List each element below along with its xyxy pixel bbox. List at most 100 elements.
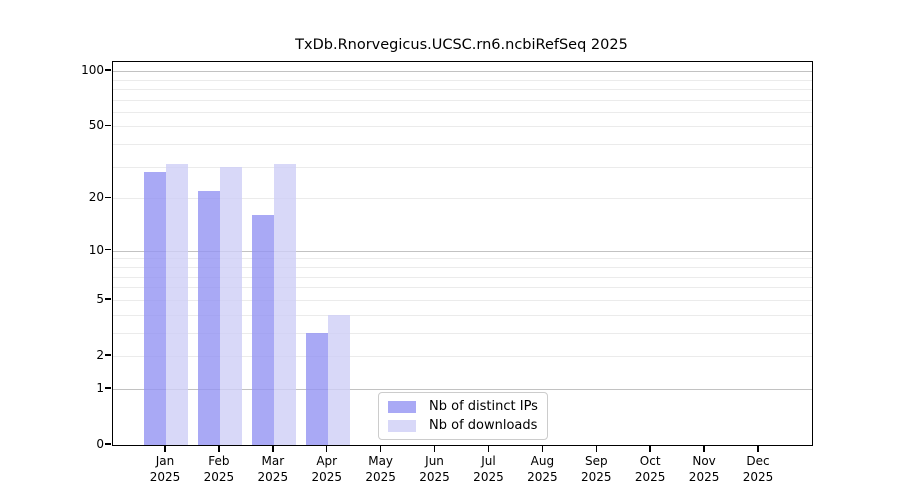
x-tick-mark <box>595 445 598 452</box>
x-tick-year: 2025 <box>257 470 289 484</box>
y-tick-mark <box>104 354 111 356</box>
legend-swatch-distinct-ips <box>388 400 416 413</box>
minor-gridline <box>113 276 812 278</box>
y-tick-label: 20 <box>88 190 104 205</box>
x-tick-mark <box>379 445 382 452</box>
x-tick-label: Feb 2025 <box>204 453 235 485</box>
minor-gridline <box>113 332 812 334</box>
bar-distinct-ips-feb <box>197 190 220 445</box>
x-tick-label: Oct 2025 <box>635 453 666 485</box>
minor-gridline <box>113 198 812 200</box>
y-tick-mark <box>104 248 111 251</box>
x-tick-month: Jan <box>155 454 175 468</box>
x-tick-month: Nov <box>692 454 716 468</box>
x-tick-label: Dec 2025 <box>743 453 774 485</box>
x-tick-label: Nov 2025 <box>689 453 720 485</box>
y-tick-mark <box>104 298 111 300</box>
x-tick-mark <box>703 445 705 452</box>
x-tick-month: Feb <box>208 454 230 468</box>
legend-entry-downloads: Nb of downloads <box>388 418 538 433</box>
x-tick-mark <box>487 445 490 452</box>
legend-entry-distinct-ips: Nb of distinct IPs <box>388 399 538 414</box>
x-tick-label: May 2025 <box>365 453 396 485</box>
y-tick-mark <box>104 387 111 389</box>
minor-gridline <box>113 299 812 301</box>
minor-gridline <box>113 144 812 146</box>
legend-label-distinct-ips: Nb of distinct IPs <box>429 399 538 414</box>
y-tick-label: 10 <box>88 242 104 257</box>
y-tick-label: 2 <box>96 347 104 362</box>
minor-gridline <box>113 126 812 128</box>
x-tick-year: 2025 <box>688 470 720 484</box>
x-tick-label: Mar 2025 <box>258 453 289 485</box>
minor-gridline <box>113 88 812 90</box>
x-tick-label: Jun 2025 <box>419 453 450 485</box>
legend-swatch-downloads <box>388 419 416 432</box>
plot-area: Nb of distinct IPs Nb of downloads <box>112 61 813 446</box>
x-tick-year: 2025 <box>580 470 612 484</box>
legend-label-downloads: Nb of downloads <box>429 418 538 433</box>
x-tick-mark <box>757 445 759 452</box>
x-tick-mark <box>272 445 274 452</box>
bar-distinct-ips-apr <box>305 332 328 445</box>
bar-downloads-mar <box>273 164 296 445</box>
y-tick-label: 0 <box>96 437 104 451</box>
x-tick-year: 2025 <box>311 470 342 484</box>
minor-gridline <box>113 258 812 260</box>
minor-gridline <box>113 99 812 101</box>
x-tick-year: 2025 <box>742 470 774 484</box>
x-tick-month: Oct <box>639 454 661 468</box>
bar-downloads-apr <box>327 314 350 445</box>
major-gridline <box>113 250 812 252</box>
x-tick-label: Apr 2025 <box>311 453 342 485</box>
minor-gridline <box>113 111 812 113</box>
x-tick-label: Aug 2025 <box>527 453 558 485</box>
y-tick-label: 1 <box>96 380 104 395</box>
minor-gridline <box>113 287 812 289</box>
major-gridline <box>113 71 812 73</box>
x-tick-year: 2025 <box>634 470 666 484</box>
y-tick-mark <box>104 69 111 71</box>
x-tick-year: 2025 <box>473 470 504 484</box>
y-tick-label: 50 <box>88 118 104 133</box>
x-tick-mark <box>218 445 220 452</box>
y-tick-label: 100 <box>81 63 104 78</box>
y-tick-mark <box>104 124 111 127</box>
x-tick-label: Sep 2025 <box>581 453 612 485</box>
y-tick-label: 5 <box>96 291 104 306</box>
minor-gridline <box>113 79 812 81</box>
x-tick-year: 2025 <box>419 470 450 484</box>
x-tick-year: 2025 <box>365 470 396 484</box>
x-tick-month: May <box>368 454 394 468</box>
bar-downloads-feb <box>219 166 242 445</box>
minor-gridline <box>113 166 812 168</box>
x-tick-month: Sep <box>584 454 608 468</box>
x-tick-mark <box>433 445 436 452</box>
x-tick-mark <box>541 445 544 452</box>
minor-gridline <box>113 355 812 357</box>
x-tick-month: Mar <box>261 454 285 468</box>
x-tick-month: Dec <box>746 454 770 468</box>
chart-title: TxDb.Rnorvegicus.UCSC.rn6.ncbiRefSeq 202… <box>295 37 628 53</box>
minor-gridline <box>113 314 812 316</box>
legend: Nb of distinct IPs Nb of downloads <box>378 392 548 440</box>
bar-distinct-ips-jan <box>144 172 166 445</box>
minor-gridline <box>113 266 812 268</box>
x-tick-year: 2025 <box>203 470 235 484</box>
x-tick-mark <box>649 445 651 452</box>
x-tick-month: Apr <box>316 454 338 468</box>
bar-downloads-jan <box>166 164 188 445</box>
x-tick-month: Jul <box>481 454 496 468</box>
x-tick-year: 2025 <box>149 470 181 484</box>
x-tick-label: Jul 2025 <box>473 453 504 485</box>
x-tick-year: 2025 <box>527 470 558 484</box>
x-tick-month: Aug <box>530 454 555 468</box>
x-tick-label: Jan 2025 <box>150 453 181 485</box>
y-tick-mark <box>104 443 111 445</box>
major-gridline <box>113 388 812 390</box>
x-tick-month: Jun <box>425 454 444 468</box>
x-tick-mark <box>164 445 166 452</box>
y-tick-mark <box>104 196 111 199</box>
x-tick-mark <box>325 445 328 452</box>
